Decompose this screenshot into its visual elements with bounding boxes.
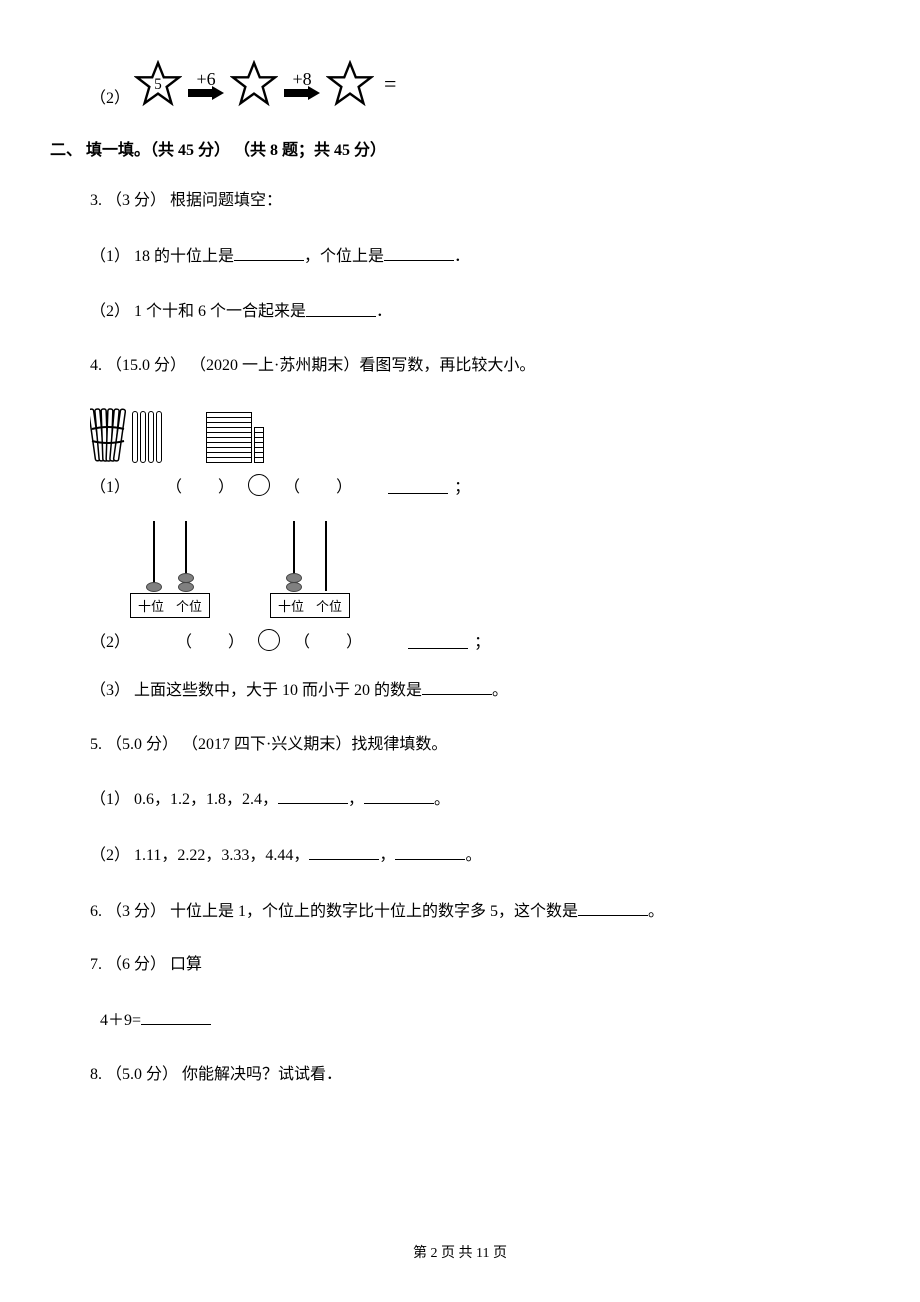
blank [578,897,648,916]
abacus-icon: 十位 个位 [130,521,210,618]
blank [309,841,379,860]
q4-sub1: （1） （ ） （ ） ； [50,407,870,497]
q7-expr-row: 4＋9= [50,1006,870,1034]
q5-sub1: （1） 0.6，1.2，1.8，2.4， ， 。 [50,785,870,813]
q3-sub1: （1） 18 的十位上是 ，个位上是 ． [50,242,870,270]
q3-sub2-a: （2） 1 个十和 6 个一合起来是 [90,304,306,321]
q4-sub3-text: （3） 上面这些数中，大于 10 而小于 20 的数是 [90,682,422,699]
page-footer: 第 2 页 共 11 页 [50,1242,870,1262]
comma: ， [348,791,364,808]
q4-sub2-figure: 十位 个位 十位 个位 [90,521,870,618]
blank [408,630,468,649]
paren-open: （ [176,628,192,652]
ones-column [254,428,264,463]
abacus-icon: 十位 个位 [270,521,350,618]
section-2-header: 二、 填一填。（共 45 分） （共 8 题；共 45 分） [50,136,870,160]
q3-sub1-c: ． [454,248,470,265]
arrow-op-2: +8 [282,69,322,100]
arrow-icon [188,86,224,100]
q3-sub1-a: （1） 18 的十位上是 [90,248,234,265]
q4-sub2: 十位 个位 十位 个位 （2） （ ） （ ） ； [50,521,870,652]
semicolon: ； [474,628,490,652]
q8-header: 8. （5.0 分） 你能解决吗？试试看． [50,1062,870,1088]
blank [364,785,434,804]
paren-close: ） [336,473,352,497]
q4-sub3-suffix: 。 [492,682,508,699]
q7-header: 7. （6 分） 口算 [50,952,870,978]
blank [388,475,448,494]
q5-header: 5. （5.0 分） （2017 四下·兴义期末）找规律填数。 [50,732,870,758]
q5-sub2: （2） 1.11，2.22，3.33，4.44， ， 。 [50,841,870,869]
q3-sub2-b: ． [376,304,392,321]
compare-circle-icon [258,629,280,651]
blank [278,785,348,804]
question-2-row: （2） 5 +6 +8 = [50,60,870,108]
ten-block [206,413,252,463]
abacus-ones-label: 个位 [175,596,203,615]
q5-sub2-a: （2） 1.11，2.22，3.33，4.44， [90,847,309,864]
comma: ， [379,847,395,864]
blank [141,1006,211,1025]
q4-sub2-prefix: （2） [90,628,130,652]
abacus-base: 十位 个位 [270,593,350,618]
blank [422,676,492,695]
paren-open: （ [294,628,310,652]
period: 。 [465,847,481,864]
bundle-icon [90,407,126,463]
semicolon: ； [454,473,470,497]
loose-sticks [132,411,162,463]
q6-text-a: 6. （3 分） 十位上是 1，个位上的数字比十位上的数字多 5，这个数是 [90,903,578,920]
q4-header: 4. （15.0 分） （2020 一上·苏州期末）看图写数，再比较大小。 [50,353,870,379]
paren-close: ） [218,473,234,497]
q3-sub1-b: ，个位上是 [304,248,384,265]
q5-sub1-a: （1） 0.6，1.2，1.8，2.4， [90,791,278,808]
star-icon: 5 [134,60,182,108]
abacus-tens-label: 十位 [277,596,305,615]
q4-sub2-compare: （2） （ ） （ ） ； [90,628,870,652]
star-icon [326,60,374,108]
q3-sub2: （2） 1 个十和 6 个一合起来是 ． [50,297,870,325]
blank [384,242,454,261]
blank [234,242,304,261]
paren-open: （ [284,473,300,497]
star-chain: 5 +6 +8 = [134,60,396,108]
period: 。 [434,791,450,808]
q6-text-b: 。 [648,903,664,920]
q3-header: 3. （3 分） 根据问题填空： [50,188,870,214]
q4-sub1-figure [90,407,870,463]
blank [395,841,465,860]
equals-sign: = [384,71,396,96]
q4-sub1-prefix: （1） [90,473,130,497]
arrow-op-1: +6 [186,69,226,100]
q6: 6. （3 分） 十位上是 1，个位上的数字比十位上的数字多 5，这个数是 。 [50,897,870,925]
blocks-icon [206,413,264,463]
q4-sub3: （3） 上面这些数中，大于 10 而小于 20 的数是 。 [50,676,870,704]
q7-expr: 4＋9= [100,1012,141,1029]
abacus-ones-label: 个位 [315,596,343,615]
abacus-tens-label: 十位 [137,596,165,615]
star-icon [230,60,278,108]
star-value: 5 [154,76,162,93]
sticks-icon [90,407,162,463]
compare-circle-icon [248,474,270,496]
paren-close: ） [346,628,362,652]
paren-open: （ [166,473,182,497]
q2-prefix: （2） [90,84,130,108]
paren-close: ） [228,628,244,652]
abacus-base: 十位 个位 [130,593,210,618]
blank [306,297,376,316]
q4-sub1-compare: （1） （ ） （ ） ； [90,473,870,497]
arrow-icon [284,86,320,100]
